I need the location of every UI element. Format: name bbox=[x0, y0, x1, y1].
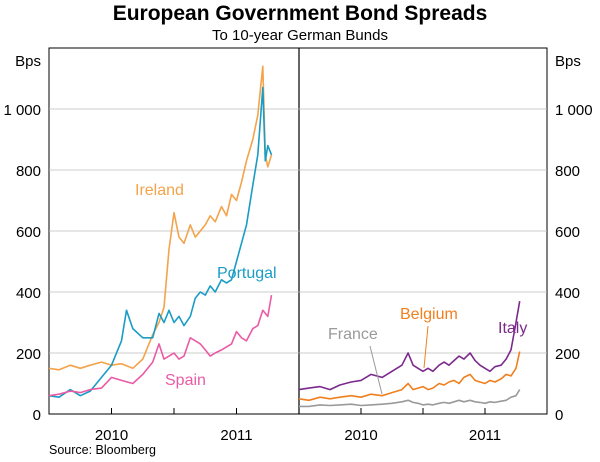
y-axis-unit-right: Bps bbox=[555, 53, 581, 70]
y-tick-label-right: 800 bbox=[555, 163, 580, 180]
y-tick-label-left: 400 bbox=[16, 285, 41, 302]
annotation-leader-line bbox=[423, 325, 429, 369]
y-tick-label-left: 600 bbox=[16, 224, 41, 241]
x-tick-label: 2011 bbox=[220, 427, 252, 444]
series-label-belgium: Belgium bbox=[400, 306, 458, 323]
series-label-portugal: Portugal bbox=[217, 265, 277, 282]
y-tick-label-left: 800 bbox=[16, 163, 41, 180]
series-label-spain: Spain bbox=[165, 372, 206, 389]
series-line-portugal bbox=[48, 86, 273, 398]
chart-title: European Government Bond Spreads bbox=[112, 2, 488, 25]
series-line-france bbox=[299, 389, 521, 408]
y-tick-label-left: 0 bbox=[33, 407, 41, 424]
x-tick-label: 2010 bbox=[344, 427, 377, 444]
series-line-belgium bbox=[298, 351, 521, 402]
y-tick-label-left: 1 000 bbox=[3, 102, 41, 119]
y-tick-label-right: 0 bbox=[555, 407, 563, 424]
y-tick-label-left: 200 bbox=[16, 346, 41, 363]
series-label-ireland: Ireland bbox=[135, 182, 184, 199]
chart-subtitle: To 10-year German Bunds bbox=[212, 27, 388, 44]
y-tick-label-right: 200 bbox=[555, 346, 580, 363]
y-tick-label-right: 400 bbox=[555, 285, 580, 302]
annotation-leader-line bbox=[369, 345, 383, 395]
y-tick-label-right: 1 000 bbox=[555, 102, 593, 119]
series-label-italy: Italy bbox=[498, 320, 527, 337]
x-tick-label: 2011 bbox=[469, 427, 501, 444]
series-lines bbox=[48, 65, 521, 408]
series-line-spain bbox=[48, 294, 273, 397]
chart-gridlines bbox=[49, 108, 547, 354]
series-label-france: France bbox=[328, 326, 378, 343]
series-line-ireland bbox=[48, 65, 273, 371]
y-tick-label-right: 600 bbox=[555, 224, 580, 241]
x-tick-label: 2010 bbox=[95, 427, 128, 444]
y-axis-unit-left: Bps bbox=[15, 53, 41, 70]
source-note: Source: Bloomberg bbox=[49, 443, 157, 457]
annotations: Ireland Portugal Spain France Belgium Italy bbox=[135, 182, 527, 395]
series-line-italy bbox=[298, 300, 521, 391]
axis-labels: 0 0 200 200 400 400 600 600 800 800 1 000 1 000 Bps B… bbox=[3, 53, 592, 444]
axis-ticks bbox=[48, 408, 548, 414]
